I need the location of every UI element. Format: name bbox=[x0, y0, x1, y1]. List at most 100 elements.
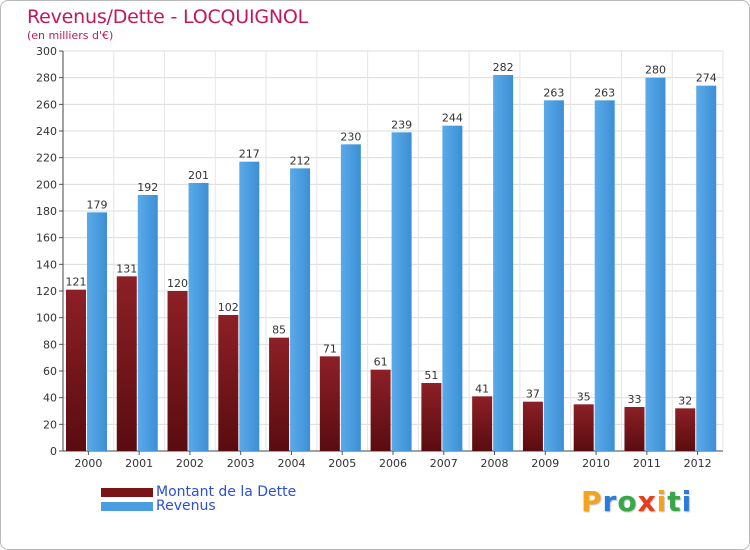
debt-bar bbox=[573, 404, 594, 451]
debt-value-label: 32 bbox=[678, 394, 692, 407]
y-tick-label: 300 bbox=[36, 45, 57, 58]
debt-value-label: 61 bbox=[374, 356, 388, 369]
revenue-value-label: 217 bbox=[239, 148, 260, 161]
revenue-bar bbox=[391, 132, 412, 452]
debt-bar bbox=[66, 289, 86, 451]
debt-bar bbox=[472, 396, 493, 451]
proxiti-logo[interactable]: Proxiti bbox=[581, 485, 692, 518]
x-tick-label: 2009 bbox=[531, 457, 559, 470]
revenue-value-label: 244 bbox=[442, 112, 463, 125]
logo-letter: t bbox=[667, 485, 682, 518]
debt-value-label: 121 bbox=[66, 276, 87, 289]
y-tick-label: 0 bbox=[50, 445, 57, 458]
debt-bar bbox=[421, 383, 442, 451]
y-tick-label: 240 bbox=[36, 125, 57, 138]
debt-value-label: 33 bbox=[627, 393, 641, 406]
x-tick-label: 2012 bbox=[684, 457, 712, 470]
revenue-bar bbox=[290, 168, 311, 452]
revenue-bar bbox=[594, 100, 615, 451]
revenue-bar bbox=[340, 144, 361, 452]
y-tick-label: 220 bbox=[36, 152, 57, 165]
x-tick-label: 2007 bbox=[430, 457, 458, 470]
revenue-value-label: 179 bbox=[87, 198, 108, 211]
debt-bar bbox=[269, 337, 290, 451]
debt-bar bbox=[116, 276, 137, 451]
logo-letter: o bbox=[617, 485, 638, 518]
x-tick-label: 2010 bbox=[582, 457, 610, 470]
legend-label-debt: Montant de la Dette bbox=[156, 484, 297, 500]
debt-value-label: 131 bbox=[116, 262, 137, 275]
debt-bar bbox=[675, 408, 696, 451]
x-tick-label: 2008 bbox=[481, 457, 509, 470]
x-tick-label: 2000 bbox=[74, 457, 102, 470]
debt-value-label: 85 bbox=[272, 324, 286, 337]
revenue-bar bbox=[696, 85, 717, 452]
debt-bar bbox=[218, 315, 239, 451]
revenue-value-label: 201 bbox=[188, 169, 209, 182]
y-tick-label: 260 bbox=[36, 98, 57, 111]
debt-bar bbox=[370, 369, 391, 451]
logo-letter: i bbox=[681, 485, 693, 518]
y-tick-label: 80 bbox=[43, 338, 57, 351]
revenue-bar bbox=[239, 161, 260, 451]
chart-subtitle: (en milliers d'€) bbox=[27, 29, 114, 42]
legend-swatch-revenue bbox=[101, 501, 153, 511]
debt-value-label: 102 bbox=[218, 301, 239, 314]
legend-swatch-debt bbox=[101, 487, 153, 497]
revenue-value-label: 239 bbox=[391, 118, 412, 131]
y-tick-label: 140 bbox=[36, 258, 57, 271]
revenue-value-label: 212 bbox=[290, 154, 311, 167]
revenue-value-label: 263 bbox=[594, 86, 615, 99]
y-tick-label: 120 bbox=[36, 285, 57, 298]
legend: Montant de la Dette Revenus bbox=[101, 484, 297, 514]
revenue-value-label: 230 bbox=[340, 130, 361, 143]
x-tick-label: 2002 bbox=[176, 457, 204, 470]
debt-value-label: 71 bbox=[323, 342, 337, 355]
revenue-value-label: 263 bbox=[543, 86, 564, 99]
debt-value-label: 41 bbox=[475, 382, 489, 395]
x-tick-label: 2011 bbox=[633, 457, 661, 470]
debt-bar bbox=[624, 407, 645, 451]
debt-bar bbox=[522, 401, 543, 451]
y-tick-label: 280 bbox=[36, 72, 57, 85]
legend-item-revenue: Revenus bbox=[101, 498, 296, 514]
revenue-value-label: 192 bbox=[137, 181, 158, 194]
y-tick-label: 100 bbox=[36, 312, 57, 325]
debt-value-label: 120 bbox=[167, 277, 188, 290]
y-tick-label: 60 bbox=[43, 365, 57, 378]
y-tick-label: 20 bbox=[43, 418, 57, 431]
logo-letter: P bbox=[581, 485, 603, 518]
logo-letter: x bbox=[637, 485, 657, 518]
y-tick-label: 40 bbox=[43, 392, 57, 405]
x-tick-label: 2001 bbox=[125, 457, 153, 470]
revenue-bar bbox=[442, 125, 463, 452]
x-tick-label: 2005 bbox=[328, 457, 356, 470]
revenue-value-label: 282 bbox=[493, 61, 514, 74]
chart-title: Revenus/Dette - LOCQUIGNOL bbox=[27, 6, 309, 28]
logo-letter: r bbox=[602, 485, 618, 518]
revenue-bar bbox=[543, 100, 564, 451]
debt-value-label: 37 bbox=[526, 388, 540, 401]
revenue-bar bbox=[137, 195, 158, 451]
legend-label-revenue: Revenus bbox=[156, 498, 216, 514]
y-tick-label: 180 bbox=[36, 205, 57, 218]
debt-value-label: 51 bbox=[424, 369, 438, 382]
revenue-value-label: 274 bbox=[696, 72, 717, 85]
debt-bar bbox=[167, 291, 188, 451]
revenue-bar bbox=[645, 77, 666, 452]
y-tick-label: 200 bbox=[36, 178, 57, 191]
x-tick-label: 2004 bbox=[277, 457, 305, 470]
y-tick-label: 160 bbox=[36, 232, 57, 245]
legend-item-debt: Montant de la Dette bbox=[101, 484, 297, 500]
debt-value-label: 35 bbox=[577, 390, 591, 403]
logo-letter: i bbox=[656, 485, 668, 518]
debt-bar bbox=[319, 356, 340, 451]
x-tick-label: 2003 bbox=[227, 457, 255, 470]
revenue-bar bbox=[188, 183, 209, 451]
x-tick-label: 2006 bbox=[379, 457, 407, 470]
revenue-value-label: 280 bbox=[645, 64, 666, 77]
revenue-bar bbox=[87, 212, 107, 451]
revenue-bar bbox=[493, 75, 514, 451]
